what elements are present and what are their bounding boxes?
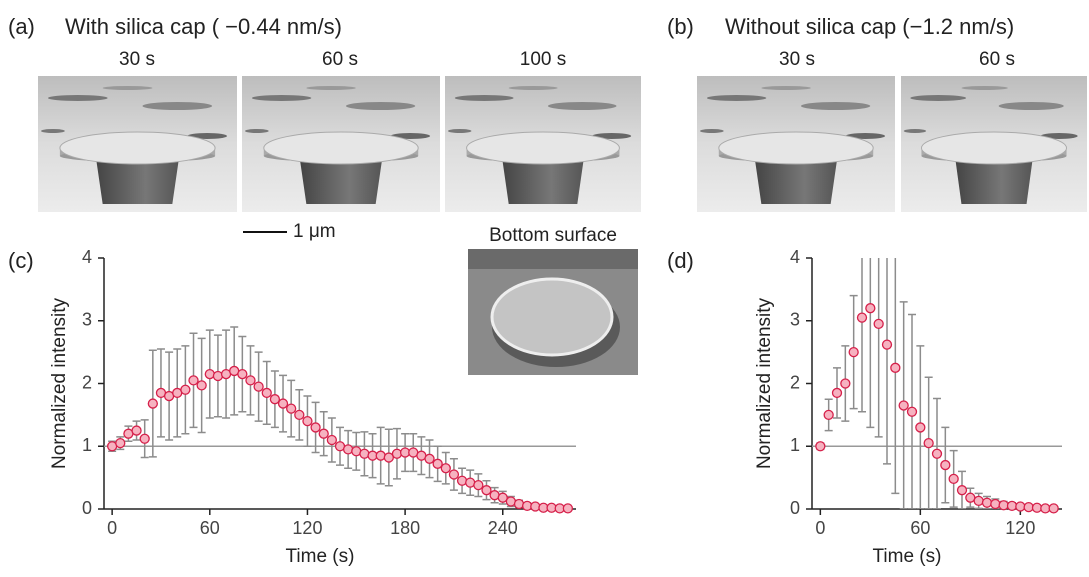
data-point (1041, 504, 1050, 513)
data-point (1008, 501, 1017, 510)
x-tick-label: 60 (910, 518, 930, 538)
data-point (874, 319, 883, 328)
panel-label: (d) (667, 248, 694, 273)
data-point (441, 464, 450, 473)
data-point (949, 474, 958, 483)
data-point (841, 379, 850, 388)
sem-image (901, 76, 1087, 212)
data-point (1049, 504, 1058, 513)
panel-label: (b) (667, 14, 694, 39)
data-point (295, 410, 304, 419)
figure: (a) With silica cap ( −0.44 nm/s) 30 s 6… (0, 0, 1089, 572)
data-point (132, 426, 141, 435)
data-point (824, 410, 833, 419)
panel-title: Without silica cap (−1.2 nm/s) (725, 14, 1014, 39)
y-tick-label: 0 (790, 498, 800, 518)
data-point (197, 381, 206, 390)
frame-label: 30 s (779, 49, 815, 70)
x-tick-label: 120 (1005, 518, 1035, 538)
data-point (908, 407, 917, 416)
y-tick-label: 2 (790, 372, 800, 392)
data-point (474, 481, 483, 490)
sem-image (242, 76, 440, 212)
data-point (116, 439, 125, 448)
data-point (327, 435, 336, 444)
x-tick-label: 60 (200, 518, 220, 538)
data-point (189, 376, 198, 385)
data-point (1033, 503, 1042, 512)
frame-label: 30 s (119, 49, 155, 70)
frame-label: 100 s (520, 49, 566, 70)
data-point (883, 340, 892, 349)
data-point (899, 401, 908, 410)
x-axis-label: Time (s) (873, 546, 942, 567)
data-point (254, 382, 263, 391)
data-point (916, 423, 925, 432)
data-point (924, 439, 933, 448)
data-point (425, 454, 434, 463)
x-axis-label: Time (s) (286, 546, 355, 567)
data-point (287, 404, 296, 413)
data-point (449, 470, 458, 479)
x-tick-label: 120 (292, 518, 322, 538)
y-tick-label: 1 (790, 435, 800, 455)
data-point (991, 499, 1000, 508)
y-tick-label: 3 (82, 310, 92, 330)
data-point (482, 486, 491, 495)
panel-title: With silica cap ( −0.44 nm/s) (65, 14, 342, 39)
x-tick-label: 0 (107, 518, 117, 538)
scale-bar-label: 1 μm (293, 221, 336, 242)
data-point (983, 498, 992, 507)
frame-label: 60 s (322, 49, 358, 70)
sem-image (38, 76, 237, 212)
y-tick-label: 4 (82, 247, 92, 267)
data-point (933, 449, 942, 458)
sem-image (445, 76, 641, 212)
data-point (974, 496, 983, 505)
data-point (319, 429, 328, 438)
sem-image (697, 76, 895, 212)
y-tick-label: 0 (82, 498, 92, 518)
y-tick-label: 2 (82, 372, 92, 392)
data-point (849, 348, 858, 357)
data-point (140, 434, 149, 443)
data-point (148, 399, 157, 408)
data-point (246, 376, 255, 385)
data-point (279, 399, 288, 408)
data-point (958, 486, 967, 495)
inset-label: Bottom surface (489, 225, 617, 246)
data-point (833, 388, 842, 397)
y-tick-label: 3 (790, 310, 800, 330)
data-point (891, 363, 900, 372)
y-axis-label: Normalized intensity (754, 297, 775, 469)
data-point (999, 501, 1008, 510)
inset-image (468, 249, 638, 375)
y-tick-label: 1 (82, 435, 92, 455)
data-point (858, 313, 867, 322)
data-point (941, 461, 950, 470)
data-point (311, 423, 320, 432)
data-point (816, 442, 825, 451)
panel-label: (a) (8, 14, 35, 39)
data-point (866, 304, 875, 313)
data-point (262, 388, 271, 397)
x-tick-label: 180 (390, 518, 420, 538)
panel-label: (c) (8, 248, 34, 273)
y-tick-label: 4 (790, 247, 800, 267)
y-axis-label: Normalized intensity (49, 297, 70, 469)
data-point (1016, 502, 1025, 511)
data-point (966, 493, 975, 502)
frame-label: 60 s (979, 49, 1015, 70)
data-point (303, 417, 312, 426)
data-point (181, 385, 190, 394)
x-tick-label: 0 (815, 518, 825, 538)
x-tick-label: 240 (488, 518, 518, 538)
page: (a) With silica cap ( −0.44 nm/s) 30 s 6… (0, 0, 1089, 577)
data-point (1024, 503, 1033, 512)
data-point (238, 370, 247, 379)
data-point (563, 504, 572, 513)
